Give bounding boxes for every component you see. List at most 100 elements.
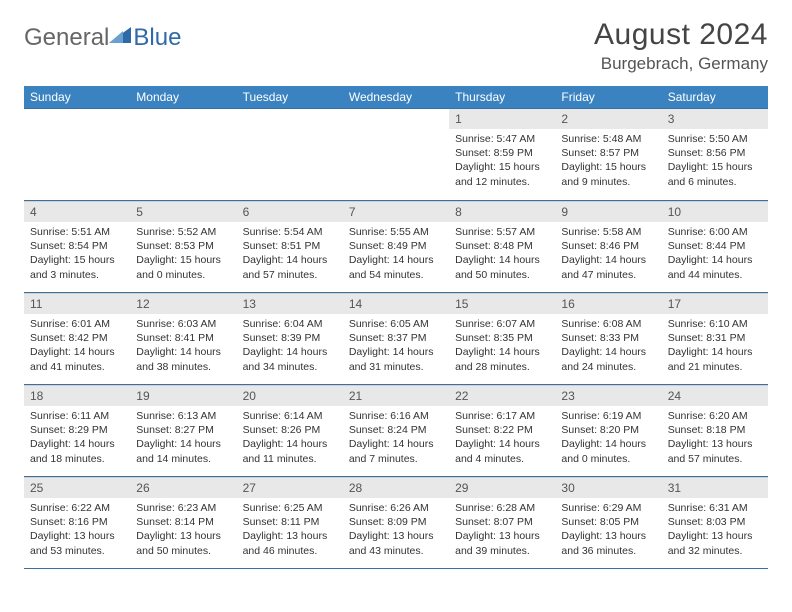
brand-part2: Blue [133, 24, 181, 52]
calendar-cell: 20Sunrise: 6:14 AMSunset: 8:26 PMDayligh… [237, 385, 343, 477]
weekday-header: Thursday [449, 86, 555, 109]
day-number: 8 [449, 201, 555, 222]
calendar-table: SundayMondayTuesdayWednesdayThursdayFrid… [24, 86, 768, 569]
brand-logo: General Blue [24, 18, 181, 52]
day-details: Sunrise: 5:54 AMSunset: 8:51 PMDaylight:… [237, 222, 343, 286]
day-details: Sunrise: 6:05 AMSunset: 8:37 PMDaylight:… [343, 314, 449, 378]
day-number: 11 [24, 293, 130, 314]
calendar-cell: 16Sunrise: 6:08 AMSunset: 8:33 PMDayligh… [555, 293, 661, 385]
day-details: Sunrise: 6:07 AMSunset: 8:35 PMDaylight:… [449, 314, 555, 378]
weekday-header: Friday [555, 86, 661, 109]
calendar-cell: 8Sunrise: 5:57 AMSunset: 8:48 PMDaylight… [449, 201, 555, 293]
calendar-cell: 21Sunrise: 6:16 AMSunset: 8:24 PMDayligh… [343, 385, 449, 477]
day-number: 2 [555, 109, 661, 129]
day-details: Sunrise: 6:13 AMSunset: 8:27 PMDaylight:… [130, 406, 236, 470]
day-details: Sunrise: 6:28 AMSunset: 8:07 PMDaylight:… [449, 498, 555, 562]
day-details: Sunrise: 6:01 AMSunset: 8:42 PMDaylight:… [24, 314, 130, 378]
day-details: Sunrise: 5:57 AMSunset: 8:48 PMDaylight:… [449, 222, 555, 286]
day-details: Sunrise: 6:31 AMSunset: 8:03 PMDaylight:… [662, 498, 768, 562]
logo-triangle-icon [109, 25, 131, 43]
calendar-row: 18Sunrise: 6:11 AMSunset: 8:29 PMDayligh… [24, 385, 768, 477]
day-number: 18 [24, 385, 130, 406]
day-number: 29 [449, 477, 555, 498]
day-number: 13 [237, 293, 343, 314]
day-details: Sunrise: 5:58 AMSunset: 8:46 PMDaylight:… [555, 222, 661, 286]
calendar-cell: 28Sunrise: 6:26 AMSunset: 8:09 PMDayligh… [343, 477, 449, 569]
calendar-cell: 25Sunrise: 6:22 AMSunset: 8:16 PMDayligh… [24, 477, 130, 569]
calendar-cell: 4Sunrise: 5:51 AMSunset: 8:54 PMDaylight… [24, 201, 130, 293]
calendar-cell: 18Sunrise: 6:11 AMSunset: 8:29 PMDayligh… [24, 385, 130, 477]
calendar-page: General Blue August 2024 Burgebrach, Ger… [0, 0, 792, 581]
calendar-cell-empty [130, 109, 236, 201]
day-number: 24 [662, 385, 768, 406]
day-details: Sunrise: 6:26 AMSunset: 8:09 PMDaylight:… [343, 498, 449, 562]
calendar-cell: 23Sunrise: 6:19 AMSunset: 8:20 PMDayligh… [555, 385, 661, 477]
calendar-cell: 17Sunrise: 6:10 AMSunset: 8:31 PMDayligh… [662, 293, 768, 385]
weekday-header: Monday [130, 86, 236, 109]
day-details: Sunrise: 6:03 AMSunset: 8:41 PMDaylight:… [130, 314, 236, 378]
calendar-cell: 15Sunrise: 6:07 AMSunset: 8:35 PMDayligh… [449, 293, 555, 385]
day-number: 6 [237, 201, 343, 222]
day-number: 10 [662, 201, 768, 222]
day-number: 25 [24, 477, 130, 498]
day-details: Sunrise: 6:25 AMSunset: 8:11 PMDaylight:… [237, 498, 343, 562]
day-details: Sunrise: 6:10 AMSunset: 8:31 PMDaylight:… [662, 314, 768, 378]
calendar-cell: 22Sunrise: 6:17 AMSunset: 8:22 PMDayligh… [449, 385, 555, 477]
day-number: 21 [343, 385, 449, 406]
calendar-head: SundayMondayTuesdayWednesdayThursdayFrid… [24, 86, 768, 109]
day-details: Sunrise: 5:51 AMSunset: 8:54 PMDaylight:… [24, 222, 130, 286]
day-details: Sunrise: 6:23 AMSunset: 8:14 PMDaylight:… [130, 498, 236, 562]
weekday-header: Sunday [24, 86, 130, 109]
day-number: 9 [555, 201, 661, 222]
day-number: 7 [343, 201, 449, 222]
calendar-cell: 3Sunrise: 5:50 AMSunset: 8:56 PMDaylight… [662, 109, 768, 201]
day-details: Sunrise: 6:17 AMSunset: 8:22 PMDaylight:… [449, 406, 555, 470]
calendar-cell: 5Sunrise: 5:52 AMSunset: 8:53 PMDaylight… [130, 201, 236, 293]
day-details: Sunrise: 6:20 AMSunset: 8:18 PMDaylight:… [662, 406, 768, 470]
calendar-cell-empty [24, 109, 130, 201]
day-number: 3 [662, 109, 768, 129]
calendar-cell: 24Sunrise: 6:20 AMSunset: 8:18 PMDayligh… [662, 385, 768, 477]
day-details: Sunrise: 6:00 AMSunset: 8:44 PMDaylight:… [662, 222, 768, 286]
calendar-row: 4Sunrise: 5:51 AMSunset: 8:54 PMDaylight… [24, 201, 768, 293]
day-details: Sunrise: 6:29 AMSunset: 8:05 PMDaylight:… [555, 498, 661, 562]
calendar-cell: 10Sunrise: 6:00 AMSunset: 8:44 PMDayligh… [662, 201, 768, 293]
calendar-cell: 2Sunrise: 5:48 AMSunset: 8:57 PMDaylight… [555, 109, 661, 201]
day-details: Sunrise: 6:11 AMSunset: 8:29 PMDaylight:… [24, 406, 130, 470]
calendar-cell: 27Sunrise: 6:25 AMSunset: 8:11 PMDayligh… [237, 477, 343, 569]
header: General Blue August 2024 Burgebrach, Ger… [24, 18, 768, 74]
day-number: 20 [237, 385, 343, 406]
day-details: Sunrise: 6:16 AMSunset: 8:24 PMDaylight:… [343, 406, 449, 470]
calendar-cell: 31Sunrise: 6:31 AMSunset: 8:03 PMDayligh… [662, 477, 768, 569]
location-subtitle: Burgebrach, Germany [594, 54, 768, 74]
calendar-cell: 6Sunrise: 5:54 AMSunset: 8:51 PMDaylight… [237, 201, 343, 293]
day-number: 14 [343, 293, 449, 314]
calendar-cell: 14Sunrise: 6:05 AMSunset: 8:37 PMDayligh… [343, 293, 449, 385]
day-details: Sunrise: 6:22 AMSunset: 8:16 PMDaylight:… [24, 498, 130, 562]
calendar-cell: 9Sunrise: 5:58 AMSunset: 8:46 PMDaylight… [555, 201, 661, 293]
day-details: Sunrise: 6:14 AMSunset: 8:26 PMDaylight:… [237, 406, 343, 470]
month-title: August 2024 [594, 18, 768, 52]
calendar-cell: 7Sunrise: 5:55 AMSunset: 8:49 PMDaylight… [343, 201, 449, 293]
day-details: Sunrise: 6:19 AMSunset: 8:20 PMDaylight:… [555, 406, 661, 470]
day-number: 27 [237, 477, 343, 498]
day-details: Sunrise: 5:48 AMSunset: 8:57 PMDaylight:… [555, 129, 661, 193]
calendar-cell: 30Sunrise: 6:29 AMSunset: 8:05 PMDayligh… [555, 477, 661, 569]
day-details: Sunrise: 6:04 AMSunset: 8:39 PMDaylight:… [237, 314, 343, 378]
calendar-cell: 12Sunrise: 6:03 AMSunset: 8:41 PMDayligh… [130, 293, 236, 385]
day-number: 16 [555, 293, 661, 314]
day-number: 28 [343, 477, 449, 498]
calendar-cell: 26Sunrise: 6:23 AMSunset: 8:14 PMDayligh… [130, 477, 236, 569]
calendar-cell: 19Sunrise: 6:13 AMSunset: 8:27 PMDayligh… [130, 385, 236, 477]
day-number: 1 [449, 109, 555, 129]
calendar-cell: 1Sunrise: 5:47 AMSunset: 8:59 PMDaylight… [449, 109, 555, 201]
day-number: 12 [130, 293, 236, 314]
day-number: 5 [130, 201, 236, 222]
day-number: 22 [449, 385, 555, 406]
day-number: 17 [662, 293, 768, 314]
calendar-row: 1Sunrise: 5:47 AMSunset: 8:59 PMDaylight… [24, 109, 768, 201]
day-details: Sunrise: 5:55 AMSunset: 8:49 PMDaylight:… [343, 222, 449, 286]
calendar-row: 25Sunrise: 6:22 AMSunset: 8:16 PMDayligh… [24, 477, 768, 569]
day-number: 4 [24, 201, 130, 222]
weekday-header: Wednesday [343, 86, 449, 109]
